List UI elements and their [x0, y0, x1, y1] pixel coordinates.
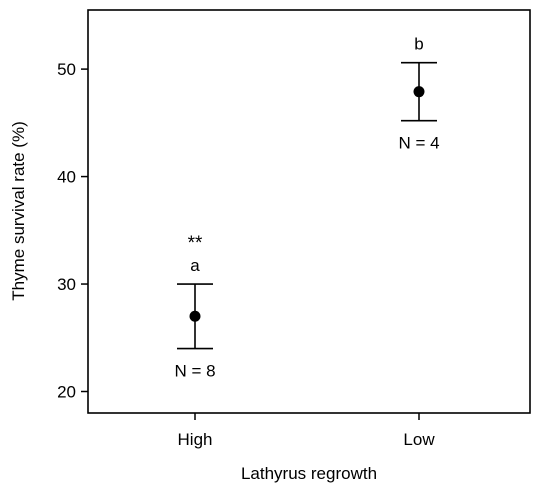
- sample-size-label: N = 8: [174, 362, 215, 381]
- y-tick-label: 30: [57, 275, 76, 294]
- group-letter: a: [190, 256, 200, 275]
- mean-point: [189, 310, 201, 322]
- y-tick-label: 20: [57, 383, 76, 402]
- y-axis-label: Thyme survival rate (%): [9, 121, 28, 300]
- mean-point: [413, 86, 425, 98]
- significance-marker: **: [188, 233, 203, 254]
- x-axis-label: Lathyrus regrowth: [241, 464, 377, 483]
- x-tick-label: High: [178, 430, 213, 449]
- y-tick-label: 50: [57, 60, 76, 79]
- y-tick-label: 40: [57, 168, 76, 187]
- sample-size-label: N = 4: [398, 134, 439, 153]
- group-letter: b: [414, 35, 423, 54]
- y-axis: 20 30 40 50: [57, 60, 88, 402]
- plot-frame: [87, 9, 531, 414]
- x-axis: High Low: [178, 413, 435, 449]
- x-tick-label: Low: [403, 430, 435, 449]
- data-points: a ** N = 8 b N = 4: [174, 35, 439, 381]
